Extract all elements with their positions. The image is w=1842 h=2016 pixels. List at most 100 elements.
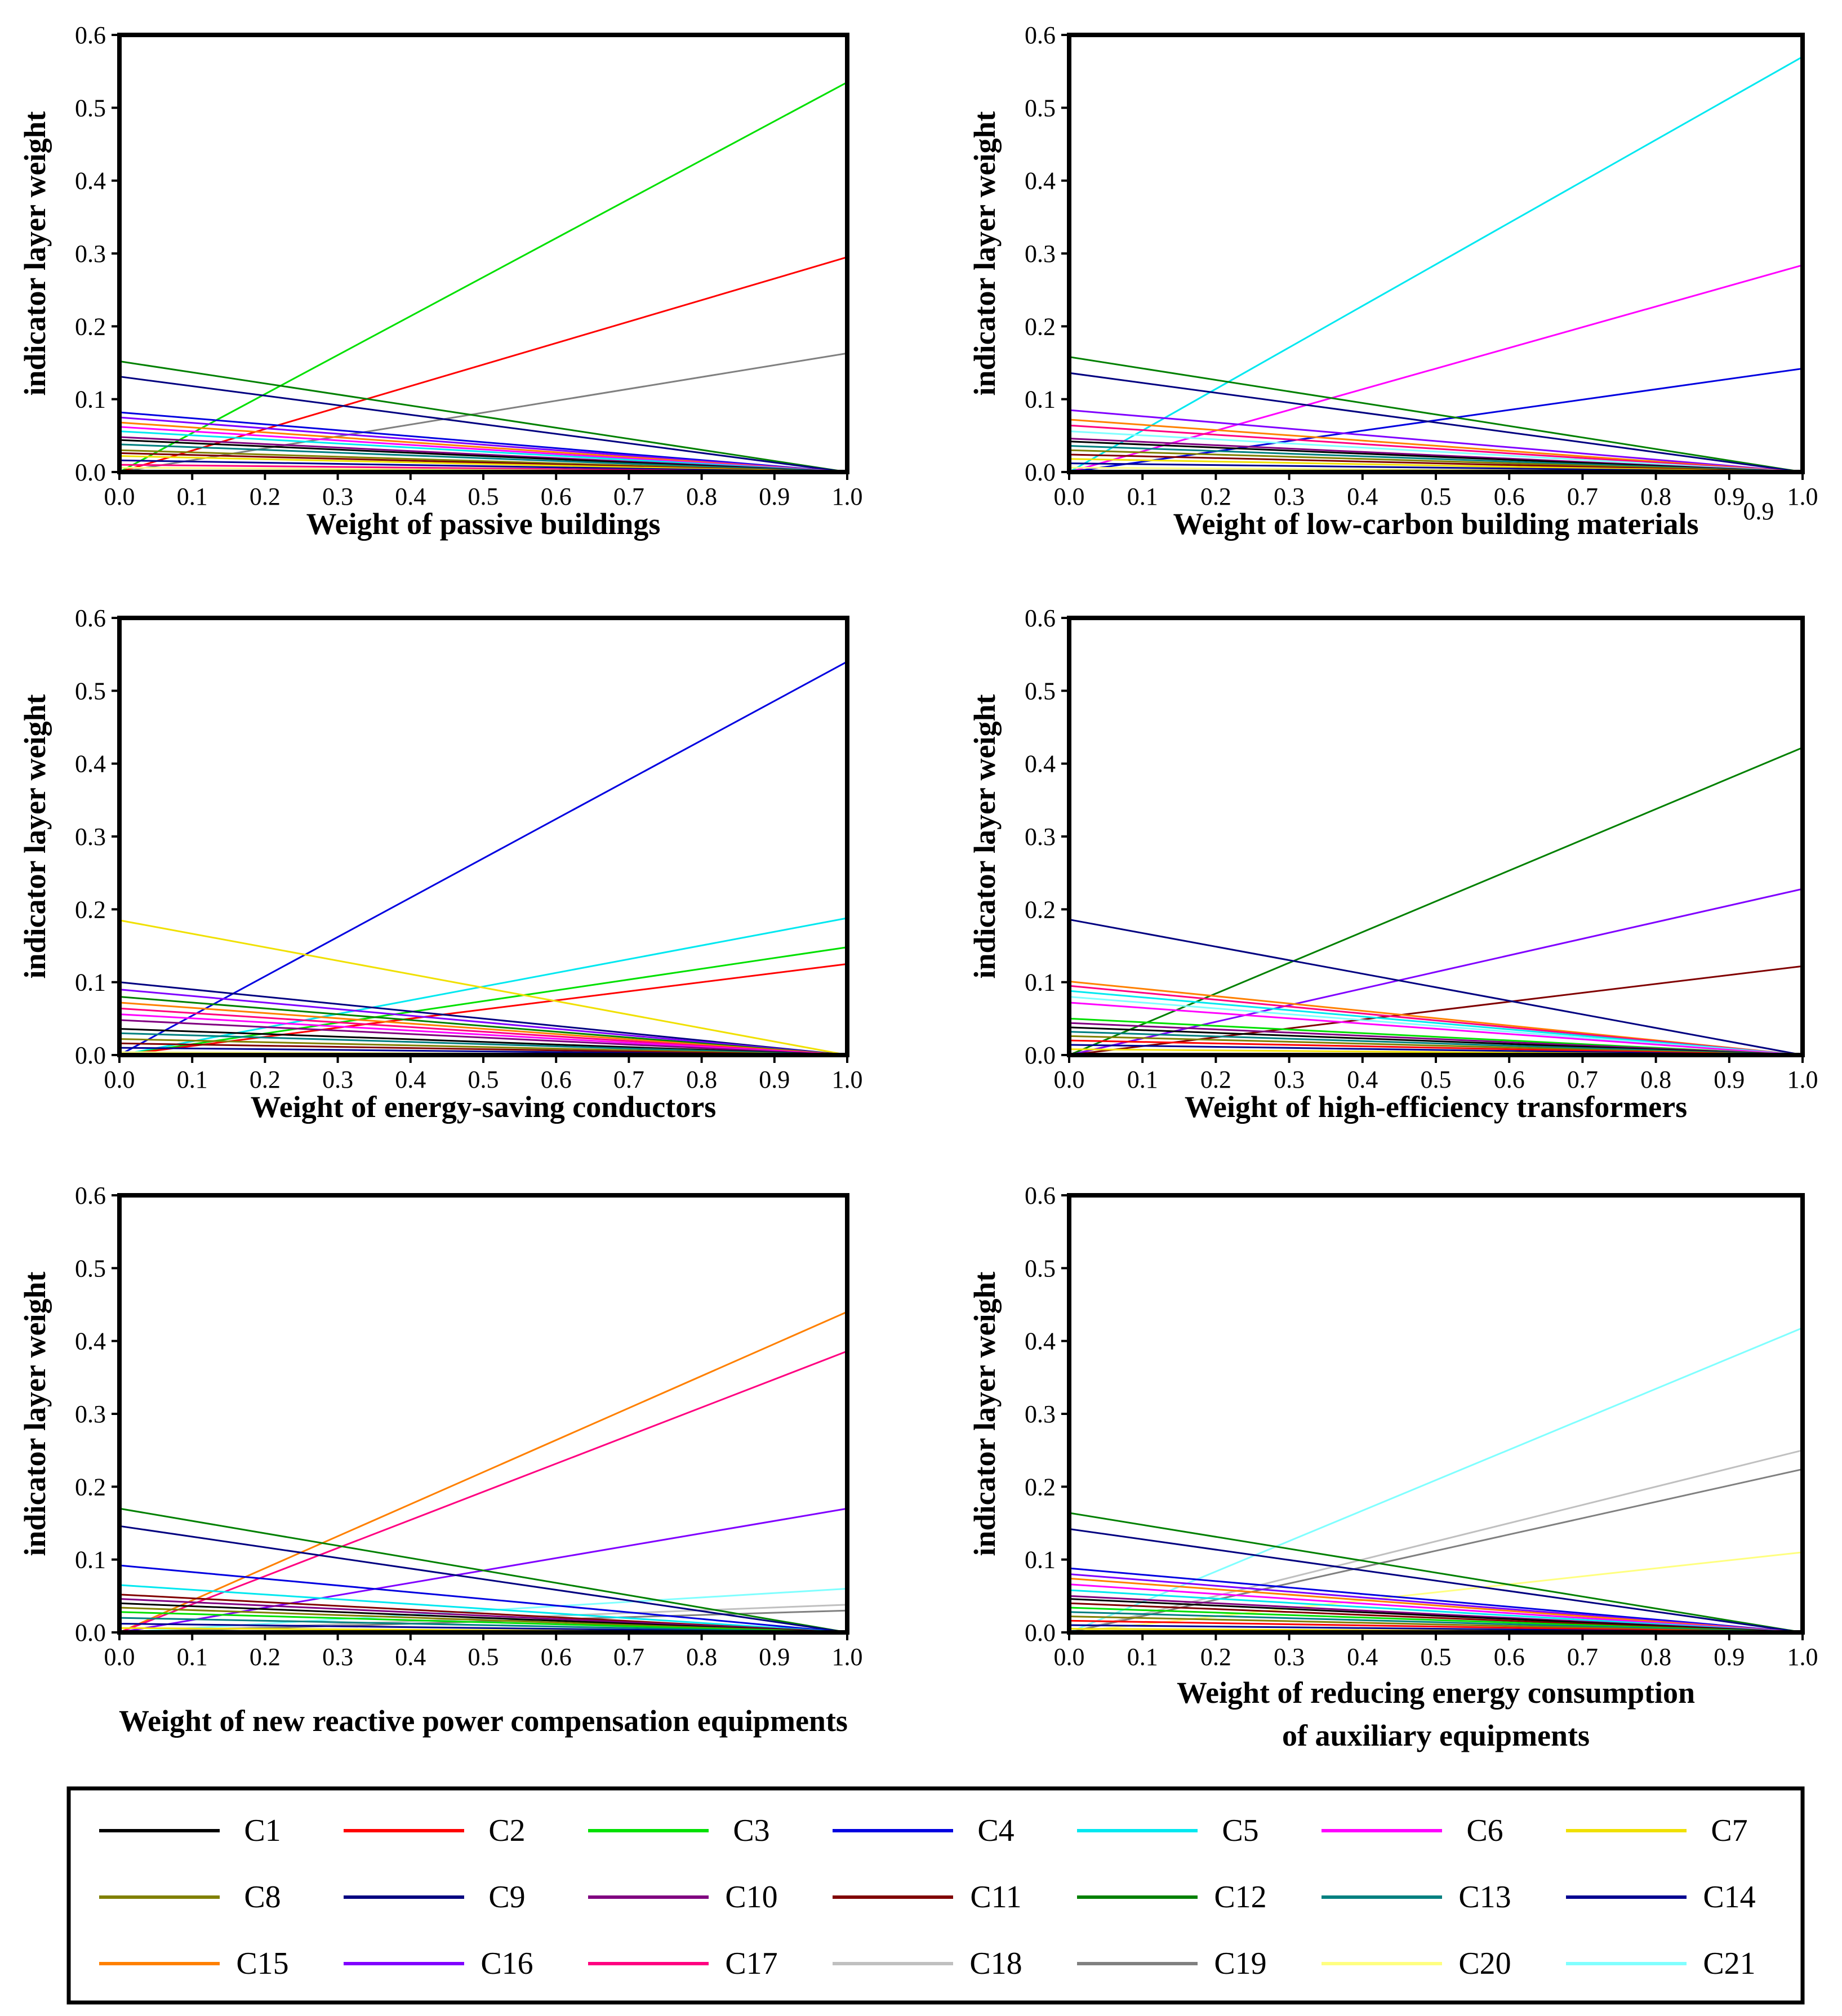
series-line-c6 — [1069, 1002, 1803, 1056]
series-line-c12 — [119, 360, 848, 473]
x-tick-label: 0.3 — [322, 483, 353, 510]
legend-item-c5: C5 — [1077, 1813, 1259, 1848]
y-tick-label: 0.2 — [1025, 896, 1056, 923]
legend-item-c4: C4 — [833, 1813, 1015, 1848]
series-line-c13 — [119, 1617, 848, 1634]
chart-panel-5: 0.0 0.1 0.2 0.3 0.4 0.5 0.6 0.7 0.8 0.9 1.0 0.0 0.1 0… — [18, 1182, 863, 1738]
series-line-c12 — [1069, 356, 1803, 473]
x-axis-label: Weight of energy-saving conductors — [251, 1090, 716, 1124]
legend-label: C11 — [970, 1880, 1021, 1915]
legend-label: C17 — [725, 1946, 777, 1981]
y-tick-label: 0.1 — [1025, 1546, 1056, 1574]
y-tick-label: 0.4 — [1025, 750, 1056, 778]
y-tick-label: 0.3 — [1025, 1400, 1056, 1428]
y-tick-label: 0.6 — [75, 1182, 106, 1209]
x-tick-label: 0.3 — [322, 1643, 353, 1671]
y-axis-label: indicator layer weight — [968, 695, 1002, 979]
legend-label: C21 — [1703, 1946, 1755, 1981]
series-line-c17 — [1069, 985, 1803, 1056]
y-tick-label: 0.0 — [1025, 1042, 1056, 1069]
legend-label: C12 — [1214, 1880, 1266, 1915]
series-line-c5 — [1069, 1589, 1803, 1634]
x-tick-label: 0.8 — [686, 1643, 717, 1671]
legend-label: C9 — [488, 1880, 525, 1915]
legend-label: C18 — [969, 1946, 1022, 1981]
x-axis-label: Weight of new reactive power compensatio… — [119, 1704, 848, 1738]
x-tick-label: 1.0 — [1787, 1643, 1818, 1671]
series-line-c21 — [1069, 430, 1803, 473]
y-tick-label: 0.5 — [75, 677, 106, 705]
x-tick-label: 0.9 — [1714, 1643, 1745, 1671]
x-tick-label: 0.2 — [250, 1066, 281, 1093]
x-tick-label: 0.7 — [1567, 1066, 1598, 1093]
y-tick-label: 0.0 — [75, 1619, 106, 1646]
y-tick-label: 0.0 — [1025, 459, 1056, 486]
legend-label: C14 — [1703, 1880, 1755, 1915]
series-line-c4 — [119, 1564, 848, 1634]
x-tick-label: 0.9 — [1714, 483, 1745, 510]
chart-panels: 0.0 0.1 0.2 0.3 0.4 0.5 0.6 0.7 0.8 0.9 1.0 0.0 0.1 0… — [18, 21, 1818, 1752]
x-tick-label: 0.3 — [1274, 1066, 1305, 1093]
x-tick-label: 0.9 — [1714, 1066, 1745, 1093]
x-tick-label: 0.3 — [1274, 1643, 1305, 1671]
chart-panel-6: 0.0 0.1 0.2 0.3 0.4 0.5 0.6 0.7 0.8 0.9 1.0 0.0 0.1 0… — [968, 1182, 1818, 1752]
x-tick-label: 0.6 — [1494, 483, 1525, 510]
x-tick-label: 0.9 — [759, 483, 790, 510]
legend-item-c10: C10 — [588, 1880, 778, 1915]
legend-item-c1: C1 — [99, 1813, 281, 1848]
x-tick-label: 0.7 — [1567, 483, 1598, 510]
x-tick-label: 0.8 — [686, 483, 717, 510]
series-line-c5 — [1069, 56, 1803, 473]
y-axis-label: indicator layer weight — [18, 112, 52, 396]
y-tick-label: 0.5 — [1025, 94, 1056, 122]
x-tick-label: 0.6 — [541, 1643, 572, 1671]
x-tick-label: 0.8 — [686, 1066, 717, 1093]
legend-label: C16 — [480, 1946, 533, 1981]
y-tick-label: 0.5 — [75, 1254, 106, 1282]
series-line-c5 — [1069, 990, 1803, 1056]
y-tick-label: 0.3 — [1025, 240, 1056, 268]
x-tick-label: 0.0 — [1054, 483, 1085, 510]
series-line-c5 — [119, 1584, 848, 1634]
series-line-c9 — [1069, 372, 1803, 473]
x-tick-label: 0.2 — [1200, 1066, 1231, 1093]
y-tick-label: 0.4 — [1025, 1328, 1056, 1355]
y-tick-label: 0.5 — [1025, 677, 1056, 705]
y-tick-label: 0.1 — [1025, 386, 1056, 413]
y-tick-label: 0.3 — [75, 823, 106, 851]
legend-item-c17: C17 — [588, 1946, 778, 1981]
legend-item-c21: C21 — [1566, 1946, 1756, 1981]
y-tick-label: 0.1 — [1025, 969, 1056, 996]
y-tick-label: 0.6 — [1025, 604, 1056, 632]
x-tick-label: 1.0 — [832, 1643, 863, 1671]
series-line-c3 — [119, 1611, 848, 1634]
x-tick-label: 0.9 — [759, 1643, 790, 1671]
x-tick-label: 0.3 — [322, 1066, 353, 1093]
legend-item-c2: C2 — [344, 1813, 526, 1848]
legend-item-c18: C18 — [833, 1946, 1022, 1981]
x-tick-label: 0.0 — [104, 483, 135, 510]
y-tick-label: 0.4 — [1025, 167, 1056, 195]
x-tick-label: 0.7 — [613, 1643, 644, 1671]
series-line-c6 — [1069, 1583, 1803, 1634]
x-tick-label: 0.6 — [1494, 1643, 1525, 1671]
series-line-c10 — [119, 1019, 848, 1056]
y-tick-label: 0.2 — [75, 1473, 106, 1501]
series-line-c5 — [119, 917, 848, 1056]
x-tick-label: 0.1 — [1127, 1643, 1158, 1671]
y-tick-label: 0.2 — [1025, 1473, 1056, 1501]
legend-label: C1 — [244, 1813, 281, 1848]
legend-label: C20 — [1458, 1946, 1511, 1981]
legend-item-c14: C14 — [1566, 1880, 1756, 1915]
series-line-c16 — [1069, 409, 1803, 473]
y-tick-label: 0.0 — [1025, 1619, 1056, 1646]
series-line-c2 — [119, 256, 848, 473]
legend-item-c19: C19 — [1077, 1946, 1267, 1981]
x-axis-label: Weight of low-carbon building materials — [1173, 507, 1698, 541]
series-line-c16 — [1069, 888, 1803, 1056]
series-line-c15 — [119, 1311, 848, 1634]
x-tick-label: 0.5 — [468, 1066, 499, 1093]
legend-item-c8: C8 — [99, 1880, 281, 1915]
x-tick-label: 0.4 — [1347, 483, 1378, 510]
series-line-c17 — [119, 1007, 848, 1056]
